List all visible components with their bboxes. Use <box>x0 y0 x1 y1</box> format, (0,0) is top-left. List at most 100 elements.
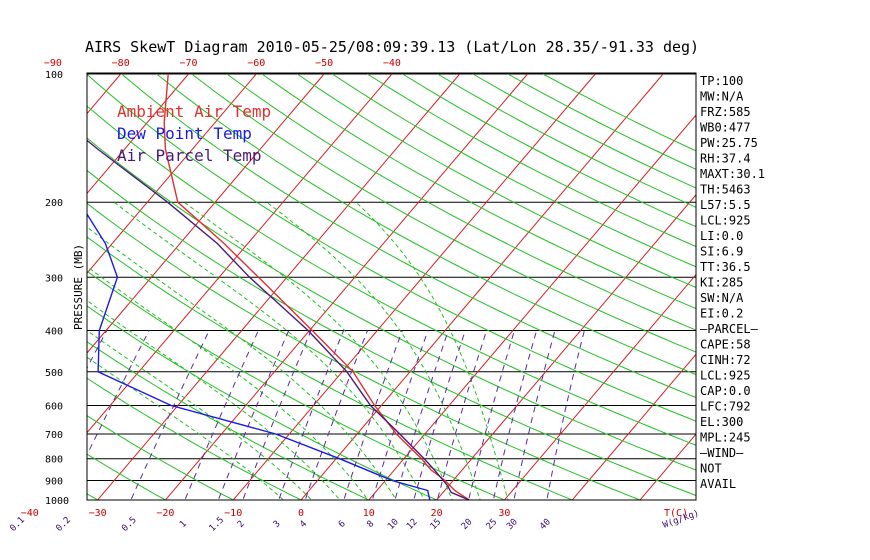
moist-adiabat-line <box>87 329 313 500</box>
temp-tick-bottom: −20 <box>156 508 174 519</box>
stability-index-item: FRZ:585 <box>700 105 751 119</box>
mixing-ratio-tick-label: 10 <box>386 517 401 532</box>
isotherm-line <box>96 73 461 500</box>
mixing-ratio-tick-label: 1 <box>178 519 189 530</box>
temp-tick-bottom: −30 <box>89 508 107 519</box>
pressure-tick-label: 600 <box>45 402 63 413</box>
mixing-ratio-line <box>413 330 466 500</box>
mixing-ratio-line <box>371 330 429 500</box>
stability-index-item: —PARCEL— <box>700 322 759 336</box>
temp-tick-bottom: −40 <box>21 508 39 519</box>
temp-tick-bottom: −10 <box>224 508 242 519</box>
stability-index-item: NOT <box>700 462 722 476</box>
series-line-dew-point-temp <box>87 212 431 500</box>
dry-adiabat-line <box>87 137 696 471</box>
stability-index-item: LFC:792 <box>700 400 751 414</box>
stability-index-item: L57:5.5 <box>700 198 751 212</box>
dry-adiabat-line <box>507 73 696 170</box>
pressure-tick-label: 400 <box>45 327 63 338</box>
moist-adiabat-line <box>266 201 481 500</box>
stability-index-item: MPL:245 <box>700 431 751 445</box>
mixing-ratio-line <box>184 330 259 500</box>
pressure-tick-label: 900 <box>45 477 63 488</box>
isotherm-line <box>639 433 696 500</box>
mixing-ratio-tick-label: 12 <box>405 517 420 532</box>
isotherm-line <box>571 353 696 500</box>
moist-adiabat-line <box>183 201 453 500</box>
mixing-ratio-tick-label: 40 <box>538 517 553 532</box>
stability-index-item: LI:0.0 <box>700 229 743 243</box>
dry-adiabat-line <box>226 73 696 331</box>
dry-adiabat-line <box>121 73 696 399</box>
dry-adiabat-line <box>296 73 696 289</box>
pressure-tick-label: 700 <box>45 430 63 441</box>
moist-adiabat-line <box>87 299 341 500</box>
dry-adiabat-line <box>437 73 696 208</box>
stability-index-item: CAP:0.0 <box>700 384 751 398</box>
stability-index-item: TT:36.5 <box>700 260 751 274</box>
dry-adiabat-line <box>332 73 696 268</box>
legend-item: Air Parcel Temp <box>117 146 262 165</box>
stability-index-item: LCL:925 <box>700 369 751 383</box>
stability-index-item: AVAIL <box>700 477 736 491</box>
stability-index-item: EL:300 <box>700 415 743 429</box>
dry-adiabat-line <box>87 493 99 500</box>
isotherm-line <box>87 73 325 354</box>
mixing-ratio-line <box>304 330 368 500</box>
mixing-ratio-line <box>130 330 210 500</box>
mixing-ratio-line <box>278 330 345 500</box>
pressure-tick-label: 100 <box>45 70 63 81</box>
mixing-ratio-tick-label: 30 <box>505 517 520 532</box>
stability-index-item: WB0:477 <box>700 121 751 135</box>
stability-index-item: SW:N/A <box>700 291 744 305</box>
temp-tick-top: −40 <box>383 58 401 69</box>
mixing-ratio-tick-label: 3 <box>272 519 283 530</box>
temp-tick-bottom: 30 <box>498 508 510 519</box>
pressure-tick-label: 300 <box>45 273 63 284</box>
stability-index-item: MAXT:30.1 <box>700 167 765 181</box>
isotherm-line <box>368 114 696 500</box>
mixing-ratio-tick-label: 4 <box>298 519 309 530</box>
stability-index-item: KI:285 <box>700 276 743 290</box>
dry-adiabat-line <box>87 270 506 500</box>
mixing-ratio-tick-label: 0.5 <box>120 515 139 534</box>
mixing-ratio-tick-label: 15 <box>429 517 444 532</box>
dry-adiabat-line <box>191 73 696 353</box>
dry-adiabat-line <box>87 73 696 422</box>
temp-tick-bottom: 10 <box>363 508 375 519</box>
moist-adiabat-line <box>87 356 285 500</box>
isotherm-line <box>300 73 664 500</box>
mixing-ratio-line <box>492 330 538 500</box>
dry-adiabat-line <box>87 169 696 497</box>
isotherm-line <box>164 73 528 500</box>
moist-adiabat-line <box>113 201 425 500</box>
stability-index-item: PW:25.75 <box>700 136 758 150</box>
dry-adiabat-line <box>87 415 235 500</box>
dry-adiabat-line <box>87 341 370 500</box>
mixing-ratio-tick-label: 6 <box>337 519 348 530</box>
mixing-ratio-tick-label: 0.2 <box>54 515 73 534</box>
mixing-ratio-line <box>217 330 290 500</box>
stability-index-item: LCL:925 <box>700 214 751 228</box>
isotherm-line <box>87 73 189 195</box>
temp-tick-top: −60 <box>247 58 265 69</box>
mixing-ratio-tick-label: 25 <box>485 517 500 532</box>
pressure-tick-label: 200 <box>45 198 63 209</box>
stability-index-item: —WIND— <box>700 446 744 460</box>
mixing-ratio-line <box>513 330 556 500</box>
dry-adiabat-line <box>261 73 696 310</box>
mixing-ratio-line <box>468 330 515 500</box>
temp-tick-bottom: 20 <box>431 508 443 519</box>
mixing-ratio-tick-label: 8 <box>365 519 376 530</box>
dry-adiabat-line <box>87 305 438 500</box>
dry-adiabat-line <box>156 73 696 376</box>
temp-unit-label: T(C) <box>664 508 688 519</box>
mixing-ratio-line <box>394 330 449 500</box>
dry-adiabat-line <box>87 202 642 500</box>
series-line-air-parcel-temp <box>87 139 470 500</box>
legend-item: Ambient Air Temp <box>117 102 271 121</box>
moist-adiabat-line <box>355 201 509 500</box>
pressure-tick-label: 500 <box>45 368 63 379</box>
stability-index-item: TH:5463 <box>700 183 751 197</box>
